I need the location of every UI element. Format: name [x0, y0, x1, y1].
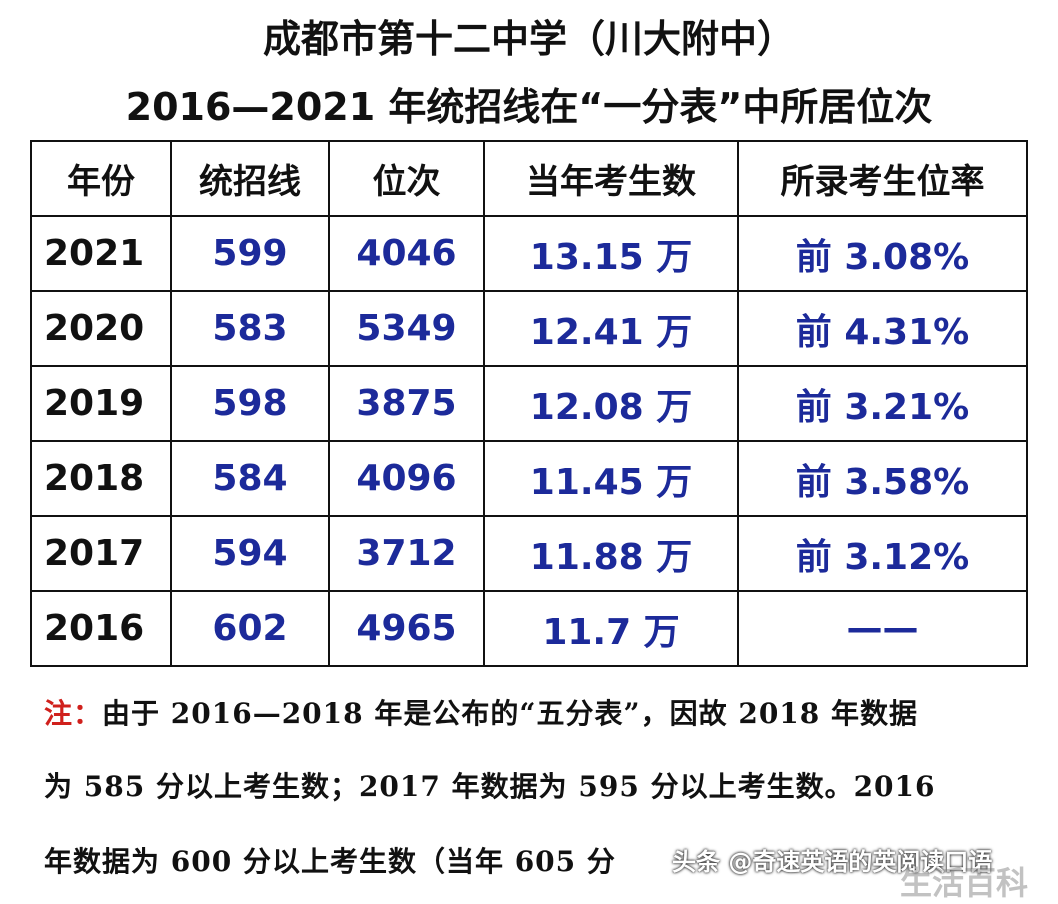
cell-rate: 前 3.21% [737, 365, 1028, 442]
header-examinees: 当年考生数 [483, 140, 739, 217]
cell-cutoff-line: 594 [170, 515, 330, 592]
cell-year: 2018 [30, 440, 172, 517]
header-rank: 位次 [328, 140, 485, 217]
table-row: 2019 598 3875 12.08 万 前 3.21% [30, 365, 1028, 442]
page-subtitle: 2016—2021 年统招线在“一分表”中所居位次 [125, 85, 933, 129]
cell-rank: 5349 [328, 290, 485, 367]
source-watermark: 头条 @奇速英语的英阅读口语 [672, 848, 993, 876]
cell-rank: 4046 [328, 215, 485, 292]
table-row: 2016 602 4965 11.7 万 —— [30, 590, 1028, 667]
cell-cutoff-line: 599 [170, 215, 330, 292]
note-line-3: 年数据为 600 分以上考生数（当年 605 分 [44, 845, 616, 878]
table-row: 2020 583 5349 12.41 万 前 4.31% [30, 290, 1028, 367]
cell-cutoff-line: 584 [170, 440, 330, 517]
note-label: 注： [44, 697, 103, 730]
cell-cutoff-line: 602 [170, 590, 330, 667]
site-watermark: 生活百科 [900, 864, 1029, 902]
cell-rank: 3875 [328, 365, 485, 442]
table-row: 2018 584 4096 11.45 万 前 3.58% [30, 440, 1028, 517]
table-row: 2021 599 4046 13.15 万 前 3.08% [30, 215, 1028, 292]
cell-examinees: 11.45 万 [483, 440, 739, 517]
cell-examinees: 11.88 万 [483, 515, 739, 592]
cell-year: 2017 [30, 515, 172, 592]
cell-rate: 前 3.58% [737, 440, 1028, 517]
cell-examinees: 13.15 万 [483, 215, 739, 292]
cell-year: 2021 [30, 215, 172, 292]
page-title: 成都市第十二中学（川大附中） [262, 17, 795, 61]
cell-cutoff-line: 598 [170, 365, 330, 442]
cell-rank: 4096 [328, 440, 485, 517]
cell-cutoff-line: 583 [170, 290, 330, 367]
note-text-1: 由于 2016—2018 年是公布的“五分表”，因故 2018 年数据 [102, 697, 919, 730]
cell-rate: 前 3.08% [737, 215, 1028, 292]
cell-year: 2020 [30, 290, 172, 367]
header-year: 年份 [30, 140, 172, 217]
cell-rank: 3712 [328, 515, 485, 592]
table-header-row: 年份 统招线 位次 当年考生数 所录考生位率 [30, 140, 1028, 217]
rank-table: 年份 统招线 位次 当年考生数 所录考生位率 2021 599 4046 13.… [30, 140, 1028, 667]
cell-year: 2019 [30, 365, 172, 442]
table-row: 2017 594 3712 11.88 万 前 3.12% [30, 515, 1028, 592]
cell-examinees: 12.08 万 [483, 365, 739, 442]
cell-examinees: 11.7 万 [483, 590, 739, 667]
note-line-2: 为 585 分以上考生数；2017 年数据为 595 分以上考生数。2016 [44, 770, 936, 803]
note-line-1: 注：由于 2016—2018 年是公布的“五分表”，因故 2018 年数据 [44, 692, 1034, 732]
header-cutoff-line: 统招线 [170, 140, 330, 217]
cell-year: 2016 [30, 590, 172, 667]
cell-rank: 4965 [328, 590, 485, 667]
cell-rate: —— [737, 590, 1028, 667]
header-rate: 所录考生位率 [737, 140, 1028, 217]
cell-examinees: 12.41 万 [483, 290, 739, 367]
cell-rate: 前 3.12% [737, 515, 1028, 592]
cell-rate: 前 4.31% [737, 290, 1028, 367]
